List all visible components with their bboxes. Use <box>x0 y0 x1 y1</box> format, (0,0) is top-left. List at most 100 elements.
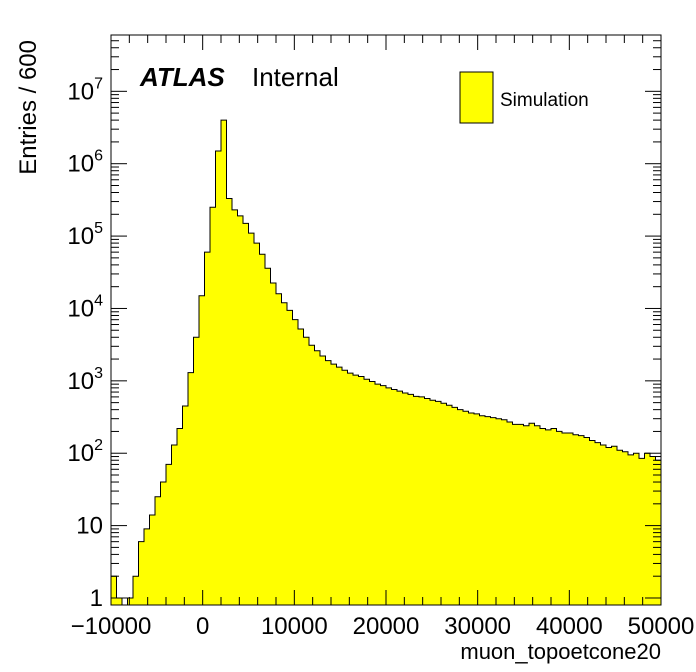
y-tick-label: 102 <box>67 437 103 467</box>
histogram-bin <box>523 425 530 605</box>
histogram-bin <box>226 198 233 606</box>
legend-swatch <box>459 71 494 124</box>
histogram-bin <box>259 254 266 605</box>
histogram-bin <box>611 446 618 605</box>
histogram-bin <box>127 597 134 605</box>
histogram-bin <box>320 356 326 605</box>
histogram-bin <box>452 407 458 605</box>
histogram-bin <box>567 433 574 605</box>
x-tick-label: 40000 <box>536 613 603 640</box>
histogram-bin <box>545 429 552 605</box>
histogram-bin <box>193 337 200 605</box>
histogram-bin <box>501 419 508 605</box>
x-axis-label: muon_topoetcone20 <box>460 639 661 664</box>
histogram-bin <box>188 372 194 605</box>
histogram-outline <box>110 119 662 606</box>
histogram-bin <box>221 120 227 605</box>
histogram-bin <box>397 391 403 605</box>
histogram-bin <box>331 364 337 605</box>
y-tick-label: 105 <box>67 220 103 250</box>
histogram-bin <box>309 345 315 605</box>
x-tick-label: −10000 <box>71 613 152 640</box>
histogram-bin <box>116 597 123 605</box>
histogram-bin <box>358 376 365 605</box>
histogram-bin <box>474 413 480 605</box>
histogram-bin <box>633 453 640 605</box>
y-tick-label: 107 <box>67 75 103 105</box>
histogram-bin <box>496 418 502 605</box>
x-tick-label: 30000 <box>444 613 511 640</box>
histogram-bin <box>584 437 590 605</box>
histogram-bin <box>298 329 304 605</box>
histogram-bin <box>424 398 431 605</box>
histogram-bin <box>628 454 634 605</box>
histogram-bin <box>171 444 178 605</box>
y-axis-label: Entries / 600 <box>15 40 42 175</box>
histogram-bin <box>402 392 409 605</box>
histogram-bin <box>210 207 216 605</box>
histogram-bin <box>276 293 282 605</box>
histogram-bin <box>534 425 541 605</box>
histogram-bin <box>204 252 211 605</box>
histogram-bin <box>325 360 332 605</box>
y-tick-label: 103 <box>67 365 103 395</box>
atlas-label: ATLAS <box>139 62 225 92</box>
histogram-bin <box>573 434 579 605</box>
histogram-bin <box>149 515 156 605</box>
histogram-bin <box>336 367 343 605</box>
histogram-bin <box>485 416 491 605</box>
histogram-bin <box>254 243 260 605</box>
histogram-bin <box>287 310 293 605</box>
y-tick-label: 104 <box>67 292 103 322</box>
x-tick-label: 20000 <box>353 613 420 640</box>
atlas-sublabel: Internal <box>252 62 339 92</box>
histogram-bin <box>622 451 629 605</box>
histogram-bin <box>347 373 354 605</box>
histogram-bin <box>237 215 244 605</box>
x-axis-ticks: −10000 0 10000 20000 30000 40000 50000 <box>71 35 695 640</box>
histogram-bin <box>369 381 376 605</box>
histogram-bin <box>430 400 436 605</box>
histogram-bin <box>556 431 563 605</box>
histogram-bin <box>512 424 519 605</box>
histogram-bin <box>540 428 546 605</box>
histogram-bin <box>380 385 387 605</box>
histogram-bin <box>578 435 585 605</box>
histogram-bin <box>155 496 161 605</box>
histogram-bin <box>463 411 469 605</box>
histogram-bin <box>518 424 524 605</box>
x-tick-label: 50000 <box>628 613 695 640</box>
legend-entry-simulation: Simulation <box>500 90 589 111</box>
histogram-bin <box>408 394 414 605</box>
x-tick-label: 10000 <box>261 613 328 640</box>
histogram-bin <box>600 444 607 605</box>
histogram-bin <box>446 405 453 605</box>
histogram-bin <box>314 350 321 605</box>
histogram-bin <box>529 423 535 605</box>
x-tick-label: 0 <box>196 613 209 640</box>
histogram-bin <box>292 319 299 605</box>
histogram-bin <box>457 409 464 605</box>
histogram-bin <box>270 282 277 605</box>
histogram-bin <box>215 150 222 605</box>
histogram-bin <box>595 442 601 605</box>
histogram-bin <box>413 396 420 605</box>
histogram-bin <box>562 433 568 605</box>
histogram-bin <box>144 528 150 605</box>
histogram-bin <box>479 415 486 605</box>
histogram-bin <box>589 440 596 605</box>
histogram-bin <box>644 453 651 605</box>
histogram-bin <box>138 541 145 605</box>
histogram-bin <box>551 428 557 605</box>
histogram-bin <box>177 428 183 605</box>
histogram-bin <box>303 337 310 605</box>
histogram-bin <box>160 482 167 605</box>
histogram-bin <box>391 389 398 605</box>
histogram-bin <box>133 576 139 605</box>
histogram-bin <box>639 458 645 605</box>
histogram-bin <box>364 379 370 605</box>
histogram-bin <box>419 396 425 605</box>
histogram-bin <box>166 464 172 605</box>
histogram-bin <box>265 268 271 605</box>
histogram-bin <box>281 302 288 605</box>
